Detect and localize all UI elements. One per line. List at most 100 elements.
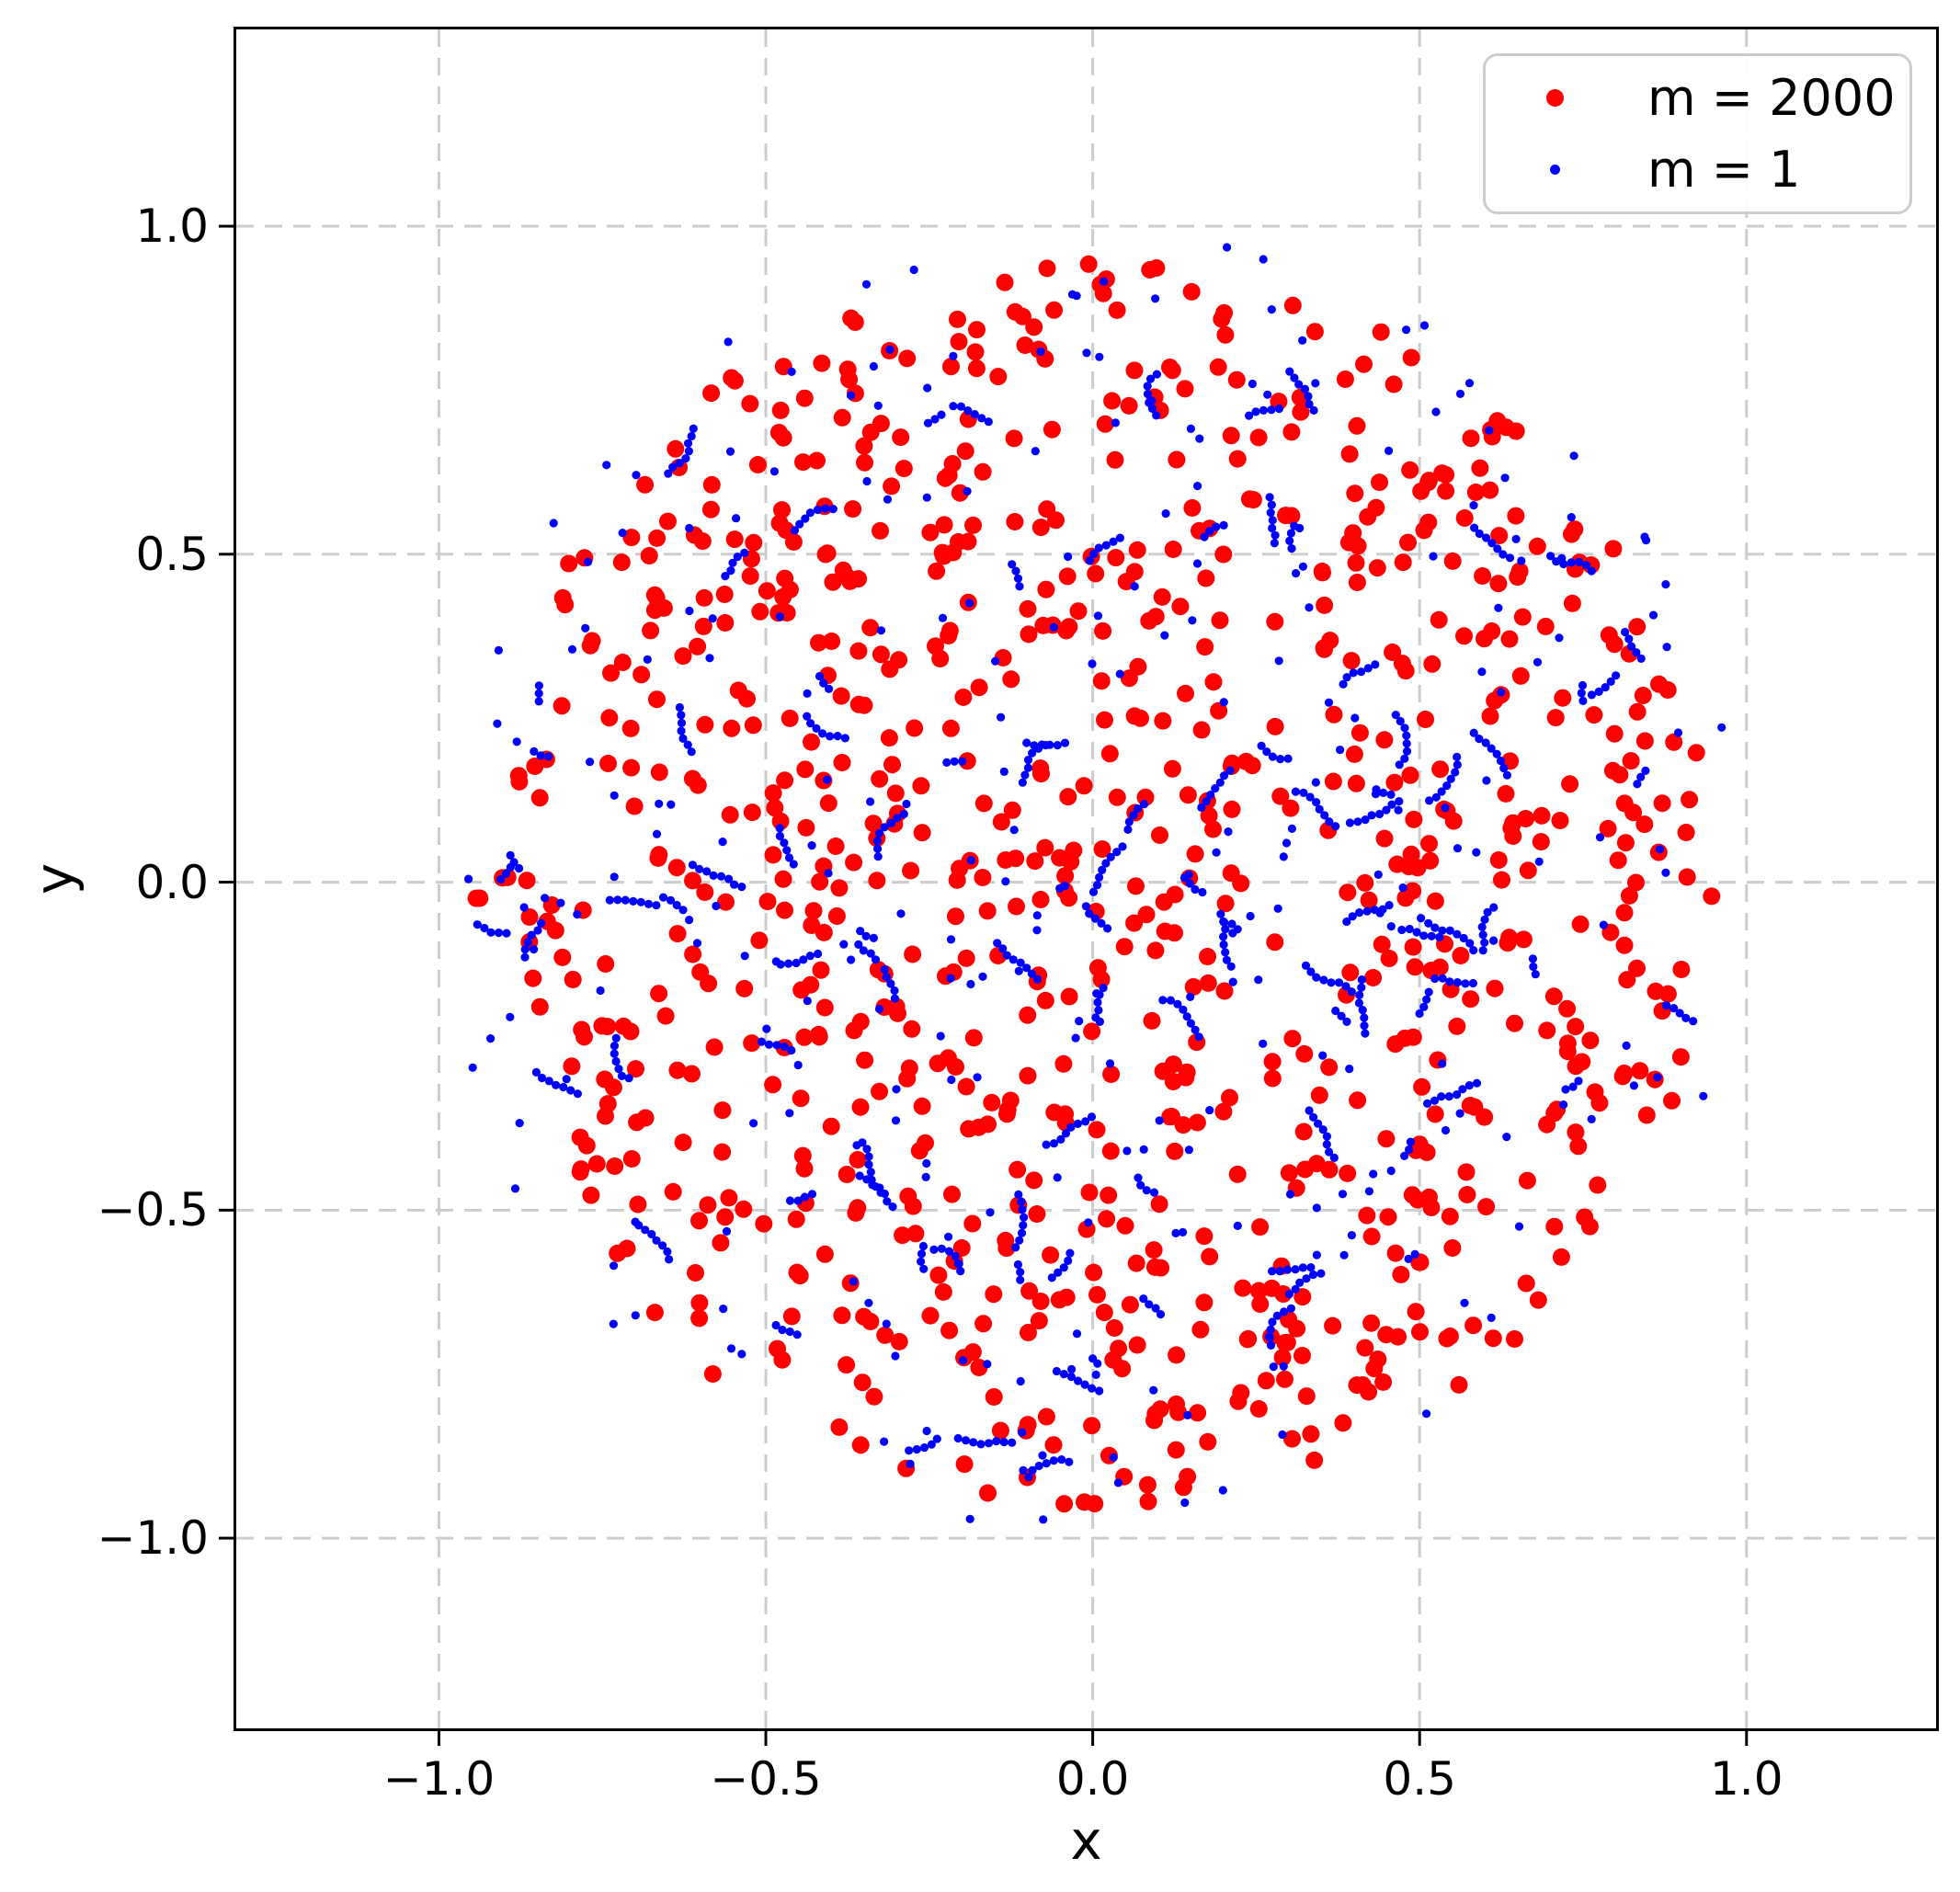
data-point-m-1: [864, 1298, 873, 1307]
data-point-m-1: [1417, 914, 1426, 923]
data-point-m-1: [1286, 529, 1295, 538]
data-point-m-2000: [1567, 1018, 1585, 1036]
data-point-m-1: [1437, 1092, 1446, 1101]
data-point-m-1: [1066, 1372, 1076, 1382]
data-point-m-2000: [1292, 403, 1310, 421]
data-point-m-2000: [1270, 393, 1288, 411]
data-point-m-1: [1219, 698, 1228, 707]
data-point-m-1: [966, 856, 975, 865]
data-point-m-1: [1429, 552, 1438, 561]
data-point-m-2000: [811, 872, 829, 891]
data-point-m-1: [951, 1251, 960, 1260]
data-point-m-1: [1337, 1011, 1346, 1020]
data-point-m-2000: [954, 688, 973, 706]
data-point-m-1: [1151, 1304, 1160, 1313]
data-point-m-1: [873, 852, 883, 861]
data-point-m-1: [724, 874, 734, 883]
data-point-m-2000: [564, 971, 582, 988]
data-point-m-1: [1569, 451, 1578, 461]
data-point-m-2000: [1371, 473, 1388, 492]
data-point-m-1: [629, 896, 638, 906]
data-point-m-2000: [1396, 889, 1415, 907]
data-point-m-1: [1360, 1021, 1369, 1031]
data-point-m-1: [1182, 1012, 1191, 1021]
data-point-m-2000: [833, 1306, 851, 1325]
data-point-m-1: [1355, 990, 1364, 999]
data-point-m-1: [784, 959, 793, 968]
data-point-m-1: [785, 1327, 794, 1337]
data-point-m-1: [1286, 1304, 1295, 1313]
data-point-m-2000: [1394, 553, 1412, 572]
data-point-m-1: [1042, 1140, 1051, 1149]
data-point-m-2000: [764, 1076, 782, 1094]
data-point-m-1: [1139, 1145, 1148, 1154]
data-point-m-1: [1091, 1370, 1100, 1379]
data-point-m-2000: [1573, 1053, 1591, 1071]
data-point-m-2000: [849, 1151, 867, 1168]
data-point-m-2000: [1100, 1186, 1118, 1204]
data-point-m-1: [1105, 1059, 1115, 1068]
data-point-m-1: [1085, 556, 1094, 565]
data-point-m-1: [566, 1086, 575, 1095]
data-point-m-1: [1472, 1078, 1482, 1088]
data-point-m-2000: [1367, 498, 1385, 517]
data-point-m-1: [1090, 914, 1100, 923]
data-point-m-1: [814, 949, 823, 959]
data-point-m-2000: [1179, 1467, 1197, 1486]
data-point-m-1: [923, 418, 933, 427]
data-point-m-2000: [520, 908, 539, 926]
data-point-m-2000: [696, 715, 714, 734]
data-point-m-2000: [744, 716, 762, 735]
data-point-m-2000: [883, 477, 901, 496]
data-point-m-1: [1319, 975, 1328, 985]
data-point-m-2000: [1313, 563, 1331, 580]
data-point-m-1: [1487, 1313, 1496, 1322]
data-point-m-1: [855, 1171, 864, 1180]
data-point-m-1: [705, 654, 714, 663]
data-point-m-1: [1290, 521, 1299, 530]
data-point-m-2000: [1209, 358, 1227, 376]
data-point-m-2000: [872, 521, 889, 540]
data-point-m-1: [764, 1040, 774, 1049]
data-point-m-1: [1349, 668, 1358, 678]
data-point-m-2000: [1315, 639, 1333, 657]
data-point-m-2000: [1182, 282, 1201, 301]
data-point-m-1: [1259, 255, 1268, 264]
data-point-m-2000: [1020, 1324, 1037, 1341]
data-point-m-1: [970, 410, 979, 419]
data-point-m-2000: [648, 529, 667, 547]
data-point-m-1: [963, 406, 973, 416]
data-point-m-1: [567, 644, 577, 655]
data-point-m-1: [839, 940, 849, 949]
data-point-m-1: [1124, 817, 1134, 826]
data-point-m-2000: [1316, 596, 1334, 614]
data-point-m-2000: [1177, 684, 1194, 702]
data-point-m-1: [1350, 713, 1360, 723]
data-point-m-2000: [1031, 519, 1050, 537]
data-point-m-1: [1287, 544, 1296, 553]
data-point-m-1: [494, 929, 504, 938]
data-point-m-2000: [1113, 1360, 1132, 1378]
data-point-m-2000: [702, 475, 721, 494]
data-point-m-1: [1475, 735, 1484, 744]
data-point-m-2000: [1108, 788, 1126, 806]
data-point-m-1: [1347, 1231, 1356, 1240]
data-point-m-2000: [1007, 849, 1025, 868]
data-point-m-1: [886, 979, 895, 988]
data-point-m-2000: [1137, 906, 1156, 924]
data-point-m-1: [885, 345, 895, 354]
data-point-m-1: [873, 844, 883, 853]
data-point-m-2000: [782, 1307, 801, 1326]
data-point-m-1: [683, 740, 692, 749]
data-point-m-2000: [1411, 1323, 1429, 1341]
data-point-m-2000: [1280, 1164, 1298, 1182]
data-point-m-2000: [1282, 799, 1300, 817]
data-point-m-1: [825, 684, 834, 693]
data-point-m-1: [1186, 992, 1195, 1001]
data-point-m-2000: [1139, 1492, 1157, 1510]
data-point-m-1: [785, 1196, 795, 1205]
data-point-m-2000: [833, 408, 851, 427]
data-point-m-2000: [642, 621, 660, 640]
data-point-m-2000: [856, 1051, 874, 1069]
data-point-m-1: [1011, 566, 1020, 576]
